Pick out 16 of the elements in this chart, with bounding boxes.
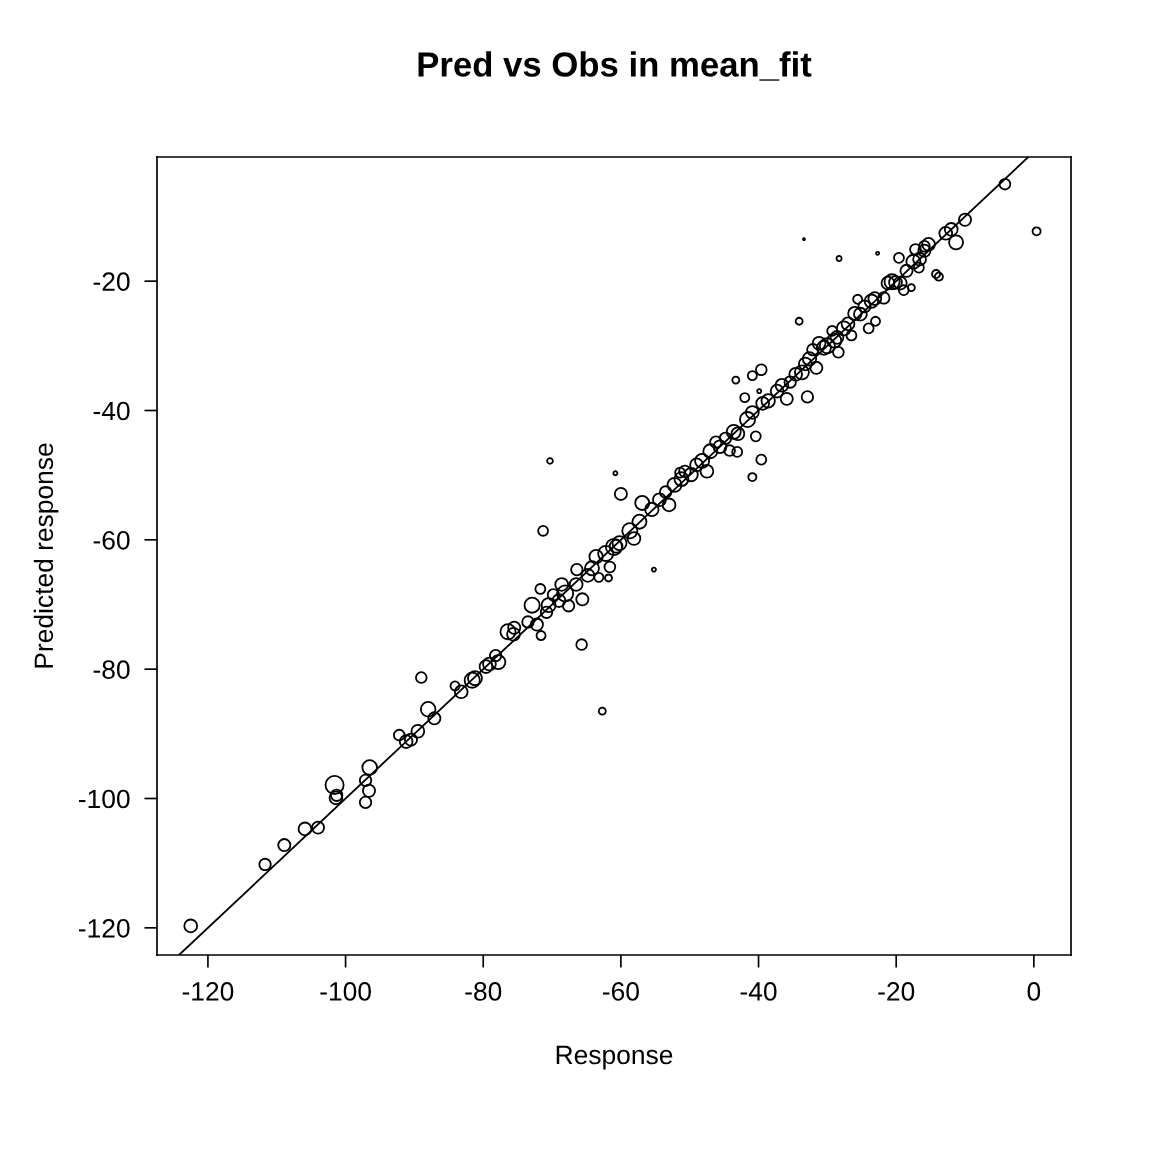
x-tick-label: -100 [320,982,371,1001]
chart-title: Pred vs Obs in mean_fit [418,51,812,81]
y-tick-label: -20 [93,272,130,291]
y-tick-label: -100 [78,789,130,809]
y-axis-title: Predicted response [33,443,59,668]
x-tick-label: -40 [740,982,777,1001]
x-tick-label: -60 [602,982,639,1001]
x-tick-label: 0 [1027,982,1041,1001]
x-tick-label: -20 [878,982,915,1001]
x-axis-title: Response [556,1045,673,1070]
y-tick-label: -60 [93,530,130,550]
y-tick-label: -80 [93,660,130,679]
x-tick-label: -120 [182,982,234,1001]
y-tick-label: -40 [93,401,130,421]
y-tick-label: -120 [78,918,130,938]
x-tick-label: -80 [465,982,502,1001]
